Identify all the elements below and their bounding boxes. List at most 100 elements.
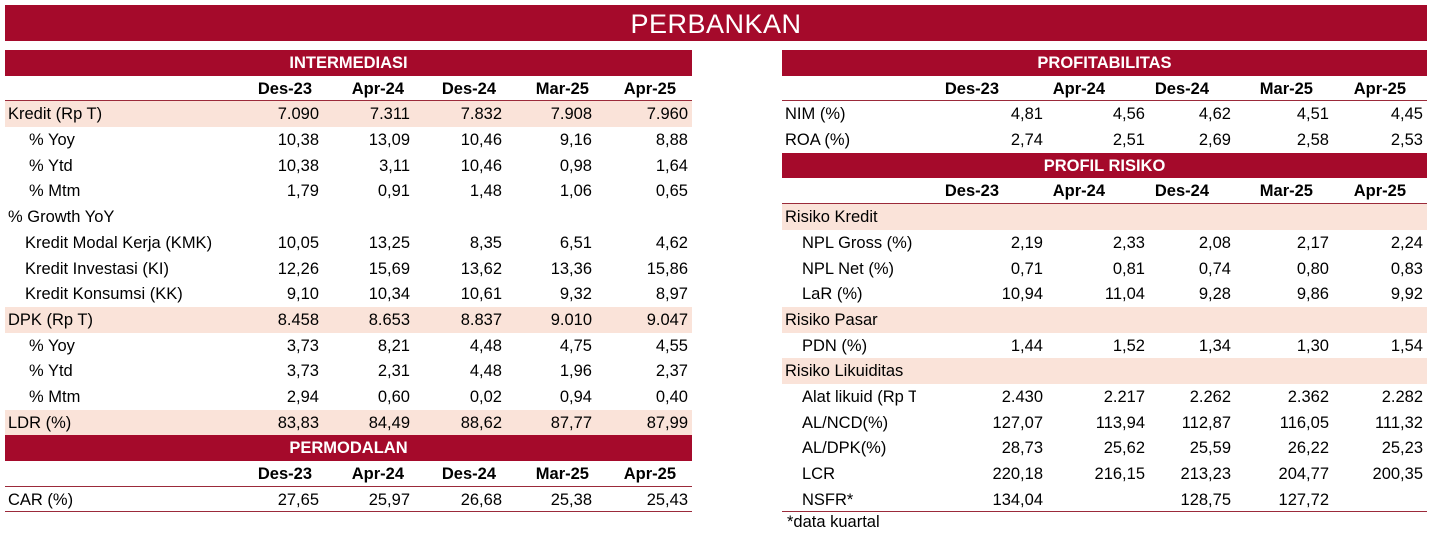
period-header: Apr-25 <box>623 465 676 483</box>
row-label: % Mtm <box>29 182 81 201</box>
value-cell: 4,56 <box>1112 105 1145 124</box>
row-nsfr: NSFR* 134,04 128,75 127,72 <box>782 487 1427 513</box>
period-header: Apr-25 <box>1353 182 1406 201</box>
group-label: Risiko Likuiditas <box>785 362 904 381</box>
value-cell: 13,62 <box>460 259 502 278</box>
value-cell: 87,99 <box>646 413 688 432</box>
row-label: Kredit Konsumsi (KK) <box>25 285 183 304</box>
row-label: NIM (%) <box>785 105 846 124</box>
row-label: Alat likuid (Rp T) <box>802 387 916 406</box>
value-cell: 2,24 <box>1390 233 1423 252</box>
value-cell: 9,92 <box>1390 285 1423 304</box>
row-risiko-kredit: Risiko Kredit <box>782 204 1427 230</box>
period-header: Des-23 <box>257 465 312 483</box>
value-cell: 0,60 <box>377 387 410 406</box>
value-cell: 0,94 <box>559 387 592 406</box>
value-cell: 116,05 <box>1279 413 1329 432</box>
value-cell: 4,62 <box>655 233 688 252</box>
value-cell: 0,74 <box>1198 259 1231 278</box>
row-kredit: Kredit (Rp T) 7.090 7.311 7.832 7.908 7.… <box>5 101 692 128</box>
value-cell: 8.837 <box>460 310 502 329</box>
value-cell: 25,62 <box>1103 439 1145 458</box>
row-label: DPK (Rp T) <box>8 310 93 329</box>
row-risiko-likuiditas: Risiko Likuiditas <box>782 358 1427 384</box>
header-row-profil-risiko: Des-23 Apr-24 Des-24 Mar-25 Apr-25 <box>782 178 1427 205</box>
value-cell: 28,73 <box>1001 439 1043 458</box>
value-cell: 15,69 <box>368 259 410 278</box>
value-cell: 3,73 <box>286 336 319 355</box>
value-cell: 127,07 <box>992 413 1043 432</box>
period-header: Des-24 <box>441 465 496 483</box>
period-header: Mar-25 <box>1259 79 1313 98</box>
value-cell: 10,94 <box>1001 285 1043 304</box>
value-cell: 3,73 <box>286 362 319 381</box>
value-cell: 1,48 <box>469 182 502 201</box>
row-dpk-yoy: % Yoy 3,73 8,21 4,48 4,75 4,55 <box>5 333 692 359</box>
row-kredit-yoy: % Yoy 10,38 13,09 10,46 9,16 8,88 <box>5 127 692 153</box>
value-cell: 1,34 <box>1198 336 1231 355</box>
value-cell: 13,25 <box>368 233 410 252</box>
value-cell: 27,65 <box>277 490 319 509</box>
value-cell: 9,86 <box>1296 285 1329 304</box>
value-cell: 127,72 <box>1278 490 1329 509</box>
value-cell: 10,38 <box>277 156 319 175</box>
value-cell: 0,02 <box>469 387 502 406</box>
row-label: NSFR* <box>802 490 854 509</box>
value-cell: 1,52 <box>1112 336 1145 355</box>
value-cell: 8.458 <box>277 310 319 329</box>
row-dpk-ytd: % Ytd 3,73 2,31 4,48 1,96 2,37 <box>5 358 692 384</box>
value-cell: 2.262 <box>1189 387 1231 406</box>
value-cell: 0,40 <box>655 387 688 406</box>
row-label: AL/NCD(%) <box>802 413 889 432</box>
row-label: LDR (%) <box>8 413 72 432</box>
value-cell: 2,17 <box>1296 233 1329 252</box>
row-label: % Ytd <box>29 362 73 381</box>
value-cell: 1,54 <box>1390 336 1423 355</box>
period-header: Mar-25 <box>1259 182 1313 201</box>
period-header: Apr-24 <box>1052 79 1105 98</box>
period-header: Mar-25 <box>535 79 589 98</box>
value-cell: 9,10 <box>286 285 319 304</box>
right-panel: PROFITABILITAS Des-23 Apr-24 Des-24 Mar-… <box>782 50 1427 513</box>
row-ldr: LDR (%) 83,83 84,49 88,62 87,77 87,99 <box>5 409 692 436</box>
period-header: Apr-24 <box>1052 182 1105 201</box>
value-cell: 0,65 <box>655 182 688 201</box>
period-header: Des-24 <box>1154 79 1209 98</box>
section-profitabilitas: PROFITABILITAS <box>782 50 1427 76</box>
section-permodalan: PERMODALAN <box>5 435 692 461</box>
value-cell: 8.653 <box>368 310 410 329</box>
footnote: *data kuartal <box>787 513 880 531</box>
row-label: PDN (%) <box>802 336 868 355</box>
value-cell: 4,45 <box>1390 105 1423 124</box>
value-cell: 2,19 <box>1010 233 1043 252</box>
row-label: % Growth YoY <box>8 208 115 227</box>
value-cell: 0,98 <box>559 156 592 175</box>
value-cell: 2,31 <box>377 362 410 381</box>
value-cell: 83,83 <box>277 413 319 432</box>
row-npl-net: NPL Net (%) 0,71 0,81 0,74 0,80 0,83 <box>782 256 1427 282</box>
value-cell: 2.282 <box>1381 387 1423 406</box>
value-cell: 2,53 <box>1390 131 1423 150</box>
value-cell: 25,38 <box>550 490 592 509</box>
period-header: Apr-24 <box>351 79 404 98</box>
row-alat-likuid: Alat likuid (Rp T) 2.430 2.217 2.262 2.3… <box>782 384 1427 410</box>
value-cell: 12,26 <box>277 259 319 278</box>
section-profil-risiko: PROFIL RISIKO <box>782 152 1427 179</box>
value-cell: 8,21 <box>377 336 410 355</box>
value-cell: 4,48 <box>469 336 502 355</box>
value-cell: 2,69 <box>1198 131 1231 150</box>
value-cell: 2,58 <box>1296 131 1329 150</box>
value-cell: 10,05 <box>277 233 319 252</box>
value-cell: 0,80 <box>1296 259 1329 278</box>
period-header: Apr-25 <box>623 79 676 98</box>
value-cell: 2,37 <box>655 362 688 381</box>
row-dpk-mtm: % Mtm 2,94 0,60 0,02 0,94 0,40 <box>5 384 692 410</box>
value-cell: 7.090 <box>277 105 319 124</box>
value-cell: 4,62 <box>1198 105 1231 124</box>
value-cell: 1,79 <box>286 182 319 201</box>
row-label: Kredit Investasi (KI) <box>25 259 169 278</box>
value-cell: 2,08 <box>1198 233 1231 252</box>
header-row-profitabilitas: Des-23 Apr-24 Des-24 Mar-25 Apr-25 <box>782 76 1427 102</box>
value-cell: 10,61 <box>460 285 502 304</box>
value-cell: 25,23 <box>1381 439 1423 458</box>
